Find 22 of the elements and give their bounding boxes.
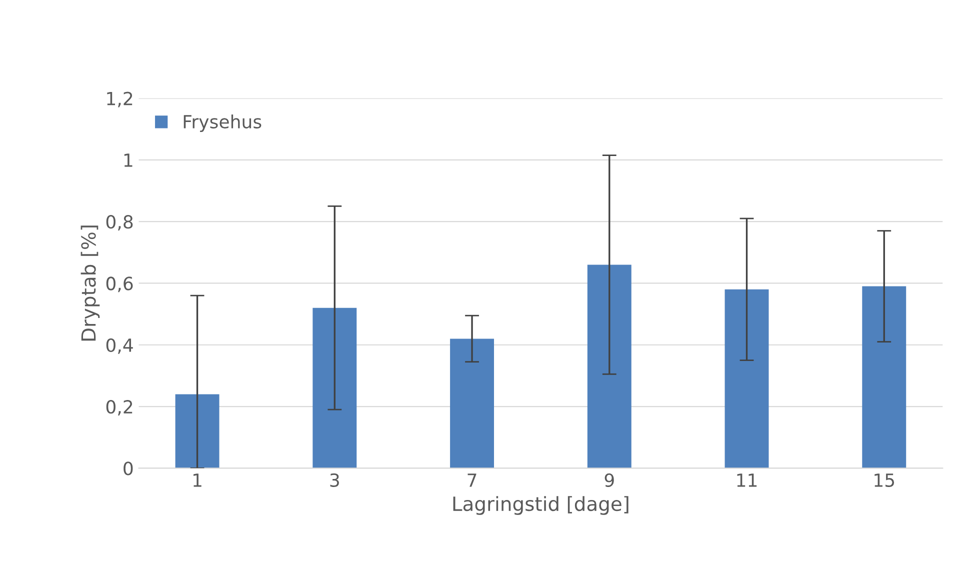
x-tick-label: 1 — [194, 474, 202, 487]
bar — [724, 289, 769, 468]
bar — [862, 286, 906, 468]
legend-label: Frysehus — [184, 114, 262, 132]
x-tick-label: 11 — [737, 474, 757, 487]
y-tick-label: 0 — [124, 462, 133, 476]
y-tick-label: 1,2 — [107, 92, 132, 108]
y-tick-label: 0,8 — [106, 215, 133, 231]
y-axis-title: Dryptab [%] — [80, 226, 100, 341]
y-tick-label: 0,2 — [106, 400, 132, 416]
bar — [450, 338, 494, 468]
x-tick-label: 3 — [330, 473, 339, 488]
x-tick-label: 7 — [468, 474, 476, 487]
bar — [175, 394, 220, 468]
y-tick-label: 1 — [124, 154, 132, 167]
x-tick-label: 9 — [604, 473, 614, 488]
y-tick-label: 0,4 — [106, 338, 133, 354]
x-axis-title: Lagringstid [dage] — [453, 496, 628, 515]
x-tick-label: 15 — [874, 474, 894, 488]
y-tick-label: 0,6 — [106, 276, 133, 292]
bar — [312, 308, 357, 468]
bar — [587, 264, 632, 468]
